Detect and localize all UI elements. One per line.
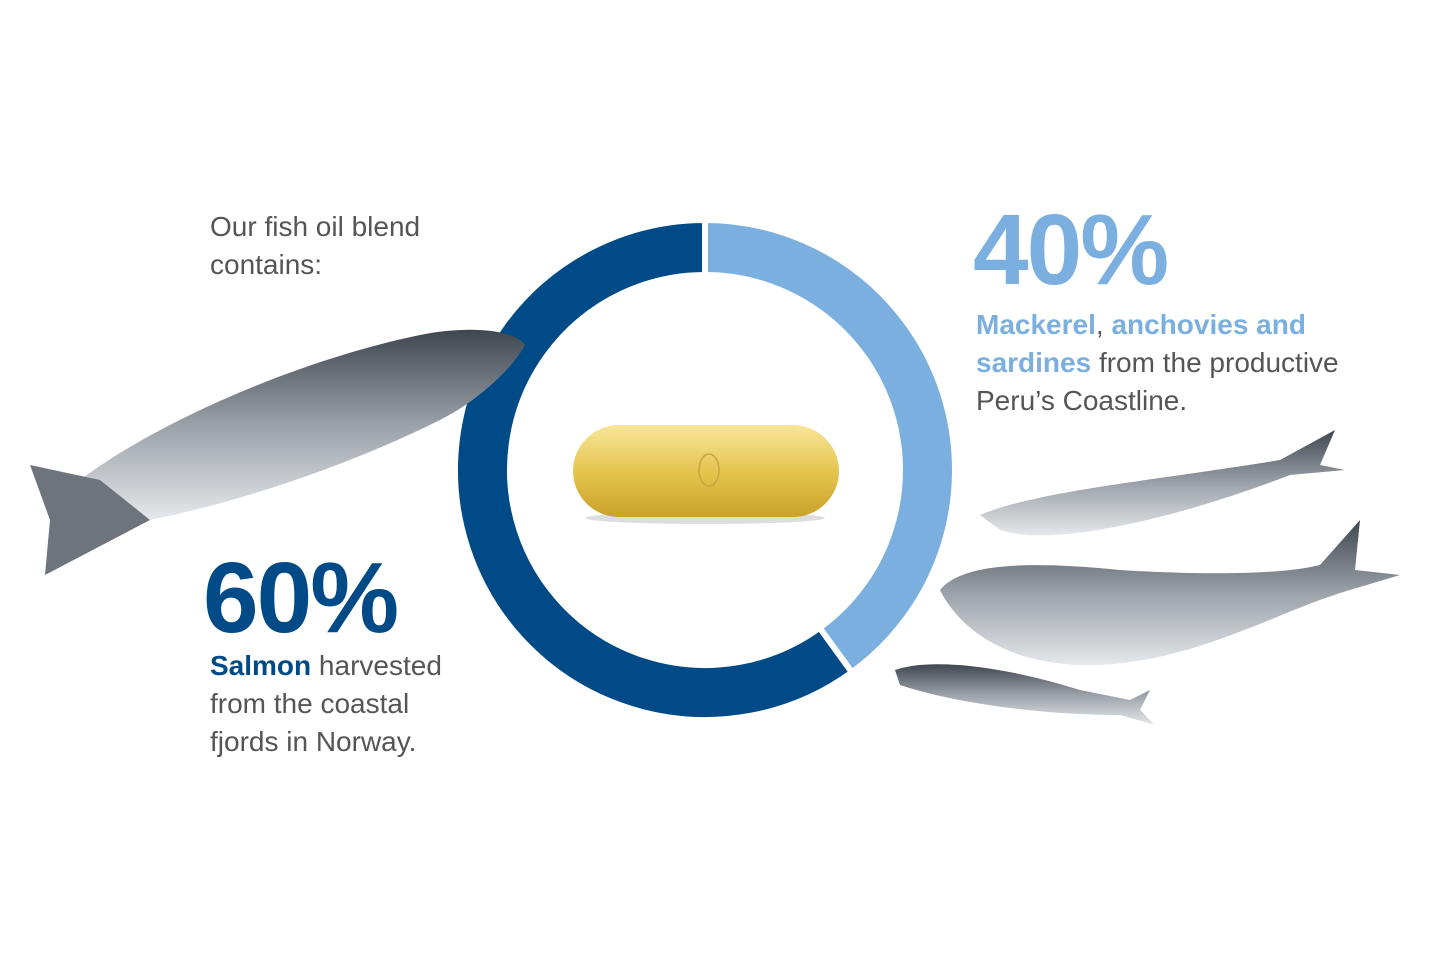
description-text: ,	[1095, 309, 1112, 340]
donut-segment	[702, 216, 958, 677]
highlight: Mackerel	[976, 309, 1096, 340]
highlight: anchovies and sardines	[976, 309, 1306, 378]
mackerel-image	[980, 430, 1345, 536]
capsule	[573, 425, 839, 517]
title: Our fish oil blend contains:	[210, 211, 421, 280]
description-text: from the productive Peru’s Coastline.	[976, 347, 1339, 416]
value-label: 40%	[973, 194, 1169, 306]
description: Mackerel, anchovies and sardines from th…	[976, 306, 1366, 420]
sardine-image	[940, 520, 1400, 666]
capsule-seam	[698, 453, 720, 487]
description: Salmon harvested from the coastal fjords…	[210, 647, 485, 761]
value-label: 60%	[203, 542, 399, 654]
donut-segment	[452, 216, 857, 723]
salmon-image	[30, 329, 525, 575]
description-text: harvested from the coastal fjords in Nor…	[210, 650, 442, 757]
highlight: Salmon	[210, 650, 312, 681]
donut	[452, 216, 958, 723]
anchovy-image	[895, 664, 1155, 725]
